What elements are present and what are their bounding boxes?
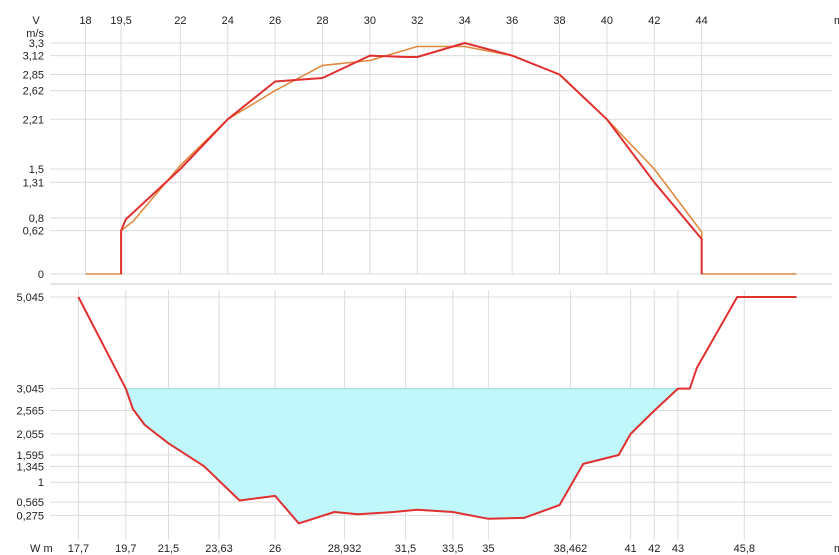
bottom-x-tick-label: 31,5 (395, 543, 416, 555)
top-y-unit-label: m/s (26, 28, 44, 40)
velocity-panel: 3,33,12 2,85 2,62 2,21 1,51,31 0,80,62 0 18 19,5… (23, 15, 839, 285)
bottom-x-tick-label: 17,7 (68, 543, 89, 555)
top-corner-label: V (32, 15, 40, 27)
bottom-y-tick-label: 3,045 (16, 384, 44, 396)
top-x-tick-label: 38 (553, 15, 565, 27)
top-x-tick-label: 28 (316, 15, 328, 27)
top-x-tick-label: 24 (222, 15, 234, 27)
bottom-x-tick-label: 41 (624, 543, 636, 555)
water-area (125, 388, 690, 524)
top-y-tick-label: 3,12 (23, 51, 44, 63)
bottom-y-tick-label: 5,045 (16, 292, 44, 304)
bottom-x-tick-label: 38,462 (554, 543, 588, 555)
top-x-unit-label: m (834, 15, 839, 27)
riverbed-line (77, 296, 797, 525)
top-x-tick-label: 19,5 (110, 15, 131, 27)
top-x-tick-label: 40 (601, 15, 613, 27)
top-y-tick-label: 0,62 (23, 226, 44, 238)
bottom-y-tick-label: 1,595 (16, 450, 44, 462)
top-x-tick-label: 42 (648, 15, 660, 27)
bottom-x-tick-label: 42 (648, 543, 660, 555)
bottom-y-tick-label: 0,275 (16, 510, 44, 522)
top-x-tick-label: 26 (269, 15, 281, 27)
top-y-tick-label: 2,62 (23, 86, 44, 98)
bottom-x-tick-label: 23,63 (205, 543, 233, 555)
top-y-tick-label: 3,3 (29, 38, 44, 50)
top-x-tick-label: 32 (411, 15, 423, 27)
top-y-tick-label: 2,21 (23, 114, 44, 126)
top-x-tick-label: 44 (696, 15, 708, 27)
top-y-tick-label: 0 (38, 269, 44, 281)
bottom-corner-label: W m (30, 543, 53, 555)
bottom-x-tick-label: 33,5 (442, 543, 463, 555)
bottom-x-tick-label: 19,7 (115, 543, 136, 555)
velocity-series-line (85, 45, 797, 275)
bottom-x-tick-label: 26 (269, 543, 281, 555)
bottom-y-tick-label: 2,055 (16, 429, 44, 441)
bottom-x-tick-label: 35 (482, 543, 494, 555)
bottom-y-tick-label: 1,345 (16, 461, 44, 473)
top-y-tick-label: 1,31 (23, 177, 44, 189)
bottom-x-tick-label: 21,5 (158, 543, 179, 555)
velocity-series-line (120, 42, 703, 274)
top-y-tick-label: 0,8 (29, 213, 44, 225)
top-x-tick-label: 18 (79, 15, 91, 27)
bottom-x-unit-label: m (834, 543, 839, 555)
top-x-tick-label: 36 (506, 15, 518, 27)
bottom-x-tick-label: 28,932 (328, 543, 362, 555)
top-x-tick-label: 30 (364, 15, 376, 27)
bottom-x-tick-label: 45,8 (734, 543, 755, 555)
top-y-tick-label: 2,85 (23, 70, 44, 82)
bottom-y-tick-label: 2,565 (16, 406, 44, 418)
bottom-x-tick-label: 43 (672, 543, 684, 555)
bottom-y-tick-label: 1 (38, 477, 44, 489)
top-x-tick-label: 22 (174, 15, 186, 27)
top-y-tick-label: 1,5 (29, 164, 44, 176)
top-x-tick-label: 34 (459, 15, 471, 27)
bottom-y-tick-label: 0,565 (16, 497, 44, 509)
